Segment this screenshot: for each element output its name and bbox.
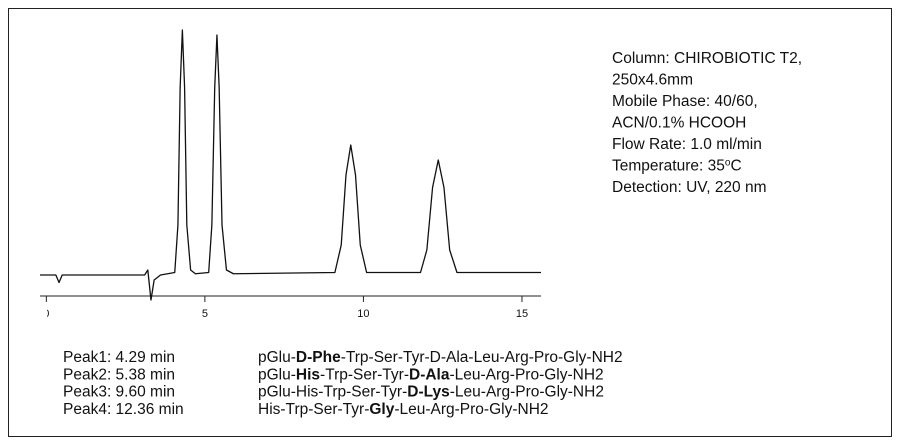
condition-text: o (725, 157, 731, 168)
condition-text: 250x4.6mm (612, 72, 693, 89)
peak-sequence: pGlu-His-Trp-Ser-Tyr-D-Lys-Leu-Arg-Pro-G… (258, 384, 604, 401)
sequence-part: -Leu-Arg-Pro-Gly-NH2 (394, 401, 548, 418)
trace (40, 29, 541, 301)
sequence-part: pGlu- (258, 366, 296, 383)
condition-line: ACN/0.1% HCOOH (612, 115, 746, 132)
x-tick-label: 10 (357, 308, 369, 320)
sequence-part: pGlu- (258, 349, 296, 366)
condition-line: Flow Rate: 1.0 ml/min (612, 136, 762, 153)
sequence-part: D-Phe (296, 349, 341, 366)
sequence-part: Gly (369, 401, 394, 418)
sequence-part: -Trp-Ser-Tyr- (320, 366, 409, 383)
condition-line: Mobile Phase: 40/60, (612, 93, 758, 110)
sequence-part: -Leu-Arg-Pro-Gly-NH2 (450, 384, 604, 401)
condition-text: C (730, 158, 741, 175)
peak-label: Peak4: 12.36 min (63, 401, 184, 418)
condition-line: Detection: UV, 220 nm (612, 179, 767, 196)
condition-line: Column: CHIROBIOTIC T2, (612, 50, 802, 67)
sequence-part: D-Ala (409, 366, 450, 383)
condition-line: 250x4.6mm (612, 72, 693, 89)
sequence-part: -Trp-Ser-Tyr-D-Ala-Leu-Arg-Pro-Gly-NH2 (341, 349, 623, 366)
condition-text: ACN/0.1% HCOOH (612, 115, 746, 132)
peak-sequence: pGlu-D-Phe-Trp-Ser-Tyr-D-Ala-Leu-Arg-Pro… (258, 349, 623, 366)
peak-label: Peak2: 5.38 min (63, 366, 175, 383)
condition-text: Flow Rate: 1.0 ml/min (612, 136, 762, 153)
x-tick-label: 5 (202, 308, 208, 320)
sequence-part: His-Trp-Ser-Tyr- (258, 401, 369, 418)
condition-text: Detection: UV, 220 nm (612, 179, 767, 196)
condition-text: Temperature: 35 (612, 158, 725, 175)
frame (8, 8, 892, 437)
sequence-part: -Leu-Arg-Pro-Gly-NH2 (449, 366, 603, 383)
sequence-part: pGlu-His-Trp-Ser-Tyr- (258, 384, 407, 401)
condition-line: Temperature: 35oC (612, 157, 742, 175)
peak-sequence: pGlu-His-Trp-Ser-Tyr-D-Ala-Leu-Arg-Pro-G… (258, 366, 604, 383)
sequence-part: D-Lys (407, 384, 450, 401)
condition-text: Mobile Phase: 40/60, (612, 93, 758, 110)
sequence-part: His (296, 366, 320, 383)
x-tick-label: 15 (516, 308, 528, 320)
peak-sequence: His-Trp-Ser-Tyr-Gly-Leu-Arg-Pro-Gly-NH2 (258, 401, 549, 418)
peak-label: Peak3: 9.60 min (63, 384, 175, 401)
x-tick-label: 0 (43, 308, 49, 320)
condition-text: Column: CHIROBIOTIC T2, (612, 50, 802, 67)
peak-label: Peak1: 4.29 min (63, 349, 175, 366)
